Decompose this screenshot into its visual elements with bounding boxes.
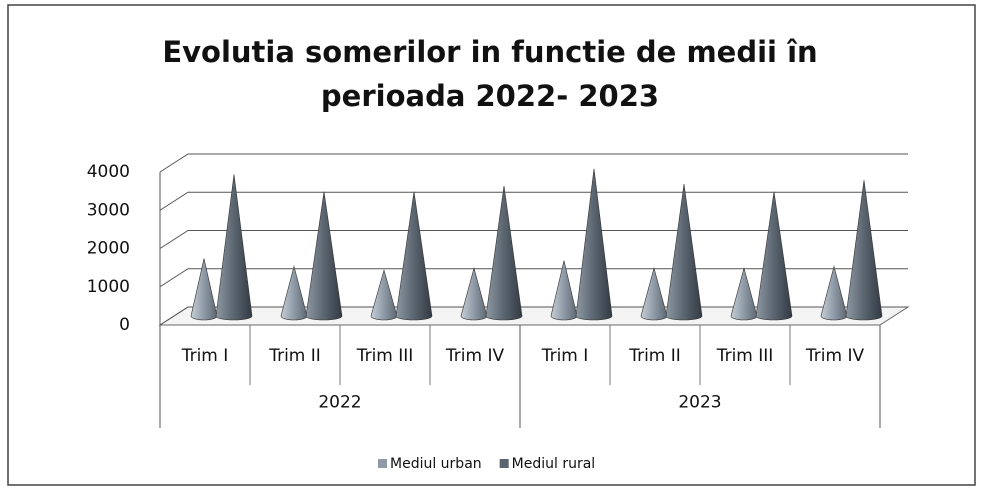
cone [575,168,613,321]
legend-label: Mediul rural [512,456,596,472]
cone [550,260,578,321]
grid-line [159,191,908,211]
x-tick-label: Trim I [541,346,589,366]
legend-label: Mediul urban [390,456,482,472]
y-tick-label: 4000 [87,162,130,182]
cone [370,268,398,321]
grid-line [159,268,908,288]
group-label: 2023 [678,393,721,413]
chart-title: Evolutia somerilor in functie de medii î… [162,35,818,113]
y-tick-label: 3000 [87,200,130,220]
cone [395,191,433,321]
cone [305,191,343,321]
cone [845,180,883,321]
x-tick-label: Trim II [628,346,681,366]
cone [485,185,523,321]
cone [665,183,703,321]
y-tick-label: 0 [119,315,130,335]
chart-border [7,4,976,486]
y-tick-label: 2000 [87,239,130,259]
cone [755,191,793,321]
x-tick-label: Trim II [268,346,321,366]
cone [190,258,218,321]
x-tick-label: Trim III [716,346,774,366]
x-tick-label: Trim I [181,346,229,366]
cone [460,267,488,321]
y-tick-label: 1000 [87,277,130,297]
x-tick-label: Trim III [356,346,414,366]
cone [730,267,758,321]
x-tick-label: Trim IV [445,346,505,366]
floor [158,306,910,326]
cone [820,265,848,321]
cone [640,267,668,321]
legend-swatch [499,459,509,468]
legend-swatch [378,459,387,468]
x-tick-label: Trim IV [805,346,865,366]
cone [280,265,308,321]
grid-line [159,153,908,173]
grid-line [159,230,908,249]
cone [215,174,253,321]
group-label: 2022 [318,393,361,413]
